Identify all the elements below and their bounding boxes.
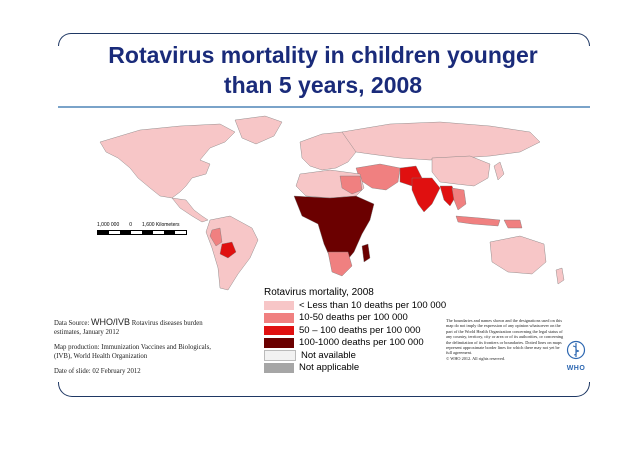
- legend-item: 100-1000 deaths per 100 000: [264, 337, 454, 350]
- legend-label: 10-50 deaths per 100 000: [299, 312, 408, 324]
- sub-saharan-africa: [293, 195, 375, 265]
- southeast-asia: [439, 185, 457, 207]
- legend-label: 50 – 100 deaths per 100 000: [299, 324, 421, 336]
- legend-item: Not available: [264, 349, 454, 362]
- scale-label-left: 1,000 000: [97, 222, 120, 228]
- legend-label: < Less than 10 deaths per 100 000: [299, 299, 447, 311]
- andes-mid: [209, 227, 223, 247]
- legend-swatch: [264, 300, 294, 310]
- world-map: [99, 115, 565, 291]
- title-divider: [58, 106, 590, 108]
- madagascar: [361, 243, 371, 263]
- north-america: [99, 123, 236, 199]
- legend-label: 100-1000 deaths per 100 000: [299, 337, 424, 349]
- legend-label: Not applicable: [299, 362, 360, 374]
- central-america: [171, 197, 209, 223]
- legend-item: Not applicable: [264, 362, 454, 375]
- disclaimer-text: The boundaries and names shown and the d…: [446, 318, 564, 361]
- legend-swatch: [264, 325, 294, 335]
- title-line-2: than 5 years, 2008: [223, 72, 423, 98]
- legend-title: Rotavirus mortality, 2008: [264, 287, 374, 298]
- who-logo: WHO: [562, 340, 590, 372]
- india: [411, 177, 441, 213]
- who-logo-text: WHO: [566, 365, 586, 372]
- bolivia: [219, 241, 237, 259]
- southern-africa: [327, 251, 353, 277]
- source-label: Data Source:: [54, 320, 90, 327]
- legend-item: < Less than 10 deaths per 100 000: [264, 299, 454, 312]
- source-line: Data Source: WHO/IVB Rotavirus diseases …: [54, 318, 224, 337]
- slide-date: Date of slide: 02 February 2012: [54, 368, 141, 375]
- legend-swatch: [264, 349, 296, 361]
- scale-label-right: 1,600 Kilometers: [142, 222, 180, 228]
- data-source-note: Data Source: WHO/IVB Rotavirus diseases …: [54, 318, 224, 382]
- map-scale-bar: 1,000 000 0 1,600 Kilometers: [97, 222, 187, 235]
- legend-swatch: [264, 313, 294, 323]
- slide-frame-bottom: [58, 382, 590, 397]
- new-zealand: [555, 267, 565, 285]
- papua: [503, 219, 523, 229]
- slide-title: Rotavirus mortality in children younger …: [58, 40, 588, 100]
- production-line: Map production: Immunization Vaccines an…: [54, 344, 211, 360]
- scale-bar-graphic: [97, 230, 187, 235]
- indonesia: [455, 215, 501, 227]
- source-org: WHO/IVB: [91, 317, 131, 327]
- title-line-1: Rotavirus mortality in children younger: [108, 42, 538, 68]
- scale-label-zero: 0: [129, 222, 133, 228]
- legend-swatch: [264, 338, 294, 348]
- legend-swatch: [264, 363, 294, 373]
- egypt-region: [339, 175, 363, 195]
- japan: [493, 161, 505, 181]
- australia: [489, 235, 547, 275]
- europe: [299, 131, 359, 171]
- who-emblem-icon: [566, 340, 586, 360]
- map-legend: Rotavirus mortality, 2008 < Less than 10…: [264, 287, 454, 374]
- legend-item: 10-50 deaths per 100 000: [264, 312, 454, 325]
- legend-item: 50 – 100 deaths per 100 000: [264, 324, 454, 337]
- china: [431, 155, 491, 187]
- indochina: [451, 187, 467, 211]
- legend-label: Not available: [301, 349, 356, 361]
- north-asia: [341, 121, 541, 161]
- greenland: [234, 115, 283, 145]
- source-detail: Rotavirus diseases burden estimates, Jan…: [54, 320, 203, 336]
